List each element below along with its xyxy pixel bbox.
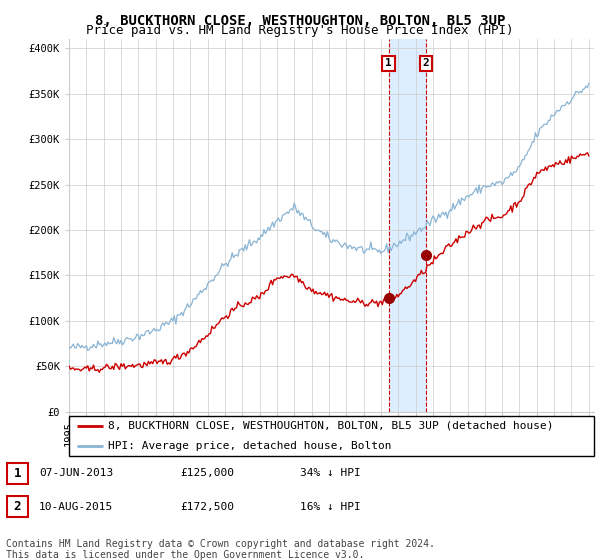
- Text: 16% ↓ HPI: 16% ↓ HPI: [300, 502, 361, 512]
- FancyBboxPatch shape: [7, 463, 28, 484]
- Bar: [389, 39, 426, 412]
- Text: 2: 2: [423, 58, 430, 68]
- Text: 10-AUG-2015: 10-AUG-2015: [39, 502, 113, 512]
- Text: 8, BUCKTHORN CLOSE, WESTHOUGHTON, BOLTON, BL5 3UP (detached house): 8, BUCKTHORN CLOSE, WESTHOUGHTON, BOLTON…: [109, 421, 554, 431]
- Text: 34% ↓ HPI: 34% ↓ HPI: [300, 468, 361, 478]
- FancyBboxPatch shape: [69, 416, 594, 456]
- Text: Price paid vs. HM Land Registry's House Price Index (HPI): Price paid vs. HM Land Registry's House …: [86, 24, 514, 37]
- Text: 1: 1: [14, 466, 21, 480]
- Text: 1: 1: [385, 58, 392, 68]
- FancyBboxPatch shape: [7, 496, 28, 517]
- Text: £125,000: £125,000: [180, 468, 234, 478]
- Text: HPI: Average price, detached house, Bolton: HPI: Average price, detached house, Bolt…: [109, 441, 392, 451]
- Text: £172,500: £172,500: [180, 502, 234, 512]
- Text: Contains HM Land Registry data © Crown copyright and database right 2024.
This d: Contains HM Land Registry data © Crown c…: [6, 539, 435, 560]
- Text: 8, BUCKTHORN CLOSE, WESTHOUGHTON, BOLTON, BL5 3UP: 8, BUCKTHORN CLOSE, WESTHOUGHTON, BOLTON…: [95, 14, 505, 28]
- Text: 07-JUN-2013: 07-JUN-2013: [39, 468, 113, 478]
- Text: 2: 2: [14, 500, 21, 514]
